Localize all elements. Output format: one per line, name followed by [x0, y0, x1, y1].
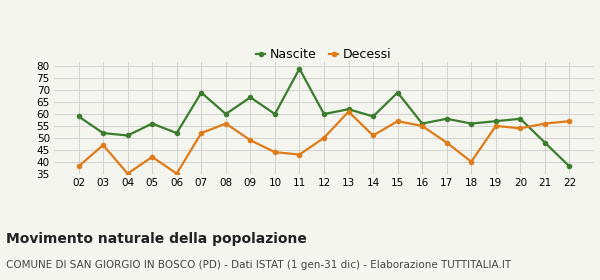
Nascite: [419, 122, 426, 125]
Decessi: [124, 172, 131, 175]
Nascite: [541, 141, 548, 144]
Nascite: [345, 108, 352, 111]
Decessi: [173, 172, 181, 175]
Decessi: [517, 127, 524, 130]
Decessi: [75, 165, 82, 168]
Decessi: [296, 153, 303, 156]
Line: Nascite: Nascite: [76, 66, 572, 169]
Nascite: [149, 122, 156, 125]
Nascite: [517, 117, 524, 120]
Text: Movimento naturale della popolazione: Movimento naturale della popolazione: [6, 232, 307, 246]
Nascite: [566, 165, 573, 168]
Decessi: [100, 143, 107, 147]
Decessi: [566, 120, 573, 123]
Decessi: [345, 110, 352, 113]
Nascite: [173, 131, 181, 135]
Line: Decessi: Decessi: [76, 109, 572, 176]
Nascite: [320, 112, 328, 116]
Decessi: [320, 136, 328, 139]
Decessi: [394, 120, 401, 123]
Decessi: [467, 160, 475, 163]
Legend: Nascite, Decessi: Nascite, Decessi: [251, 43, 397, 66]
Nascite: [443, 117, 451, 120]
Text: COMUNE DI SAN GIORGIO IN BOSCO (PD) - Dati ISTAT (1 gen-31 dic) - Elaborazione T: COMUNE DI SAN GIORGIO IN BOSCO (PD) - Da…: [6, 260, 511, 270]
Nascite: [197, 91, 205, 94]
Decessi: [197, 131, 205, 135]
Decessi: [370, 134, 377, 137]
Decessi: [443, 141, 451, 144]
Decessi: [419, 124, 426, 128]
Nascite: [370, 115, 377, 118]
Decessi: [492, 124, 499, 128]
Nascite: [75, 115, 82, 118]
Nascite: [247, 96, 254, 99]
Nascite: [271, 112, 278, 116]
Nascite: [124, 134, 131, 137]
Nascite: [492, 120, 499, 123]
Decessi: [541, 122, 548, 125]
Decessi: [149, 155, 156, 158]
Nascite: [296, 67, 303, 71]
Nascite: [467, 122, 475, 125]
Nascite: [394, 91, 401, 94]
Decessi: [247, 139, 254, 142]
Decessi: [271, 150, 278, 154]
Decessi: [222, 122, 229, 125]
Nascite: [222, 112, 229, 116]
Nascite: [100, 131, 107, 135]
